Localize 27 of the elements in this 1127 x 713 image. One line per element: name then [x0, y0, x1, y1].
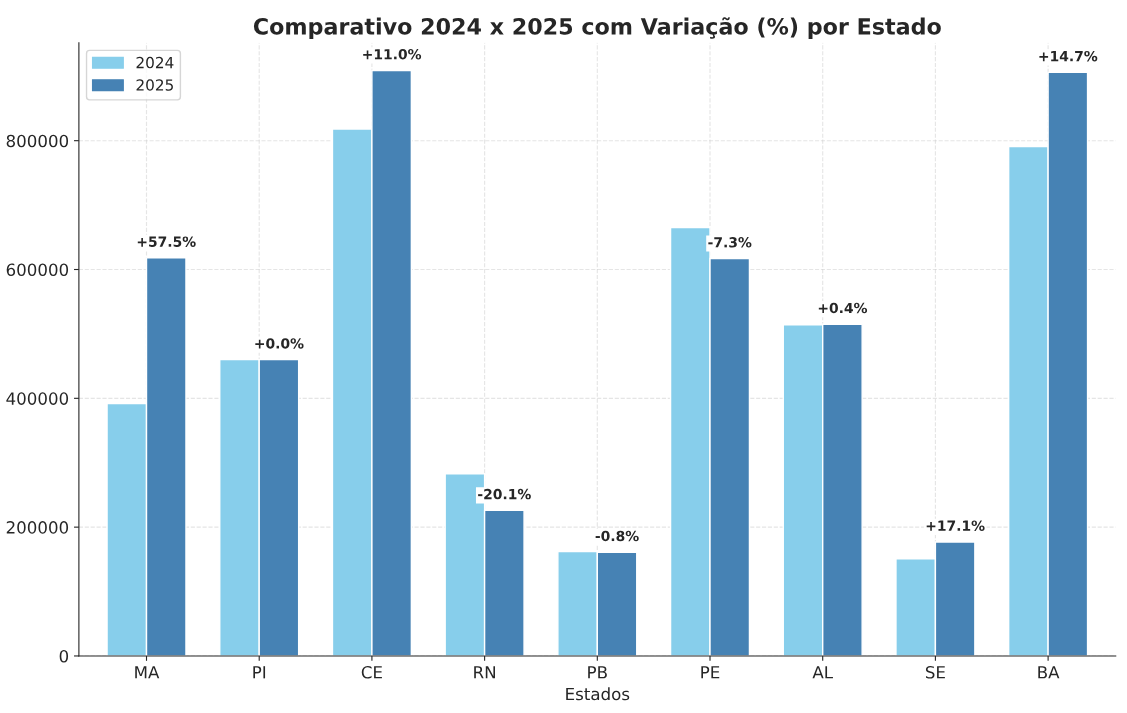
annotation: +0.0%	[255, 338, 304, 349]
x-tick-label: PB	[588, 666, 607, 679]
x-tick-label: BA	[1038, 666, 1060, 679]
x-tick-label: RN	[474, 666, 495, 679]
x-tick-label: PI	[253, 666, 266, 679]
annotation: +17.1%	[926, 520, 985, 531]
y-tick-label: 0	[59, 649, 69, 663]
annotation: +57.5%	[137, 236, 196, 247]
legend-label: 2024	[136, 56, 174, 69]
y-tick-label: 200000	[6, 521, 69, 534]
x-tick-label: PE	[701, 666, 720, 679]
y-tick-label: 400000	[6, 392, 69, 405]
x-axis-title: Estados	[566, 687, 630, 701]
legend-label: 2025	[136, 79, 173, 91]
annotation: -0.8%	[595, 530, 639, 542]
annotation: -7.3%	[708, 237, 752, 248]
x-tick-label: SE	[925, 665, 945, 679]
annotation: +11.0%	[363, 48, 422, 60]
annotation: +14.7%	[1039, 50, 1098, 62]
y-tick-label: 800000	[6, 134, 69, 148]
x-tick-label: CE	[361, 665, 382, 679]
chart-title: Comparativo 2024 x 2025 com Variação (%) por Estado	[253, 17, 941, 40]
annotation: +0.4%	[818, 302, 868, 314]
annotation: -20.1%	[478, 488, 531, 500]
y-tick-label: 600000	[6, 263, 69, 277]
x-tick-label: MA	[135, 666, 160, 679]
x-tick-label: AL	[812, 666, 833, 679]
